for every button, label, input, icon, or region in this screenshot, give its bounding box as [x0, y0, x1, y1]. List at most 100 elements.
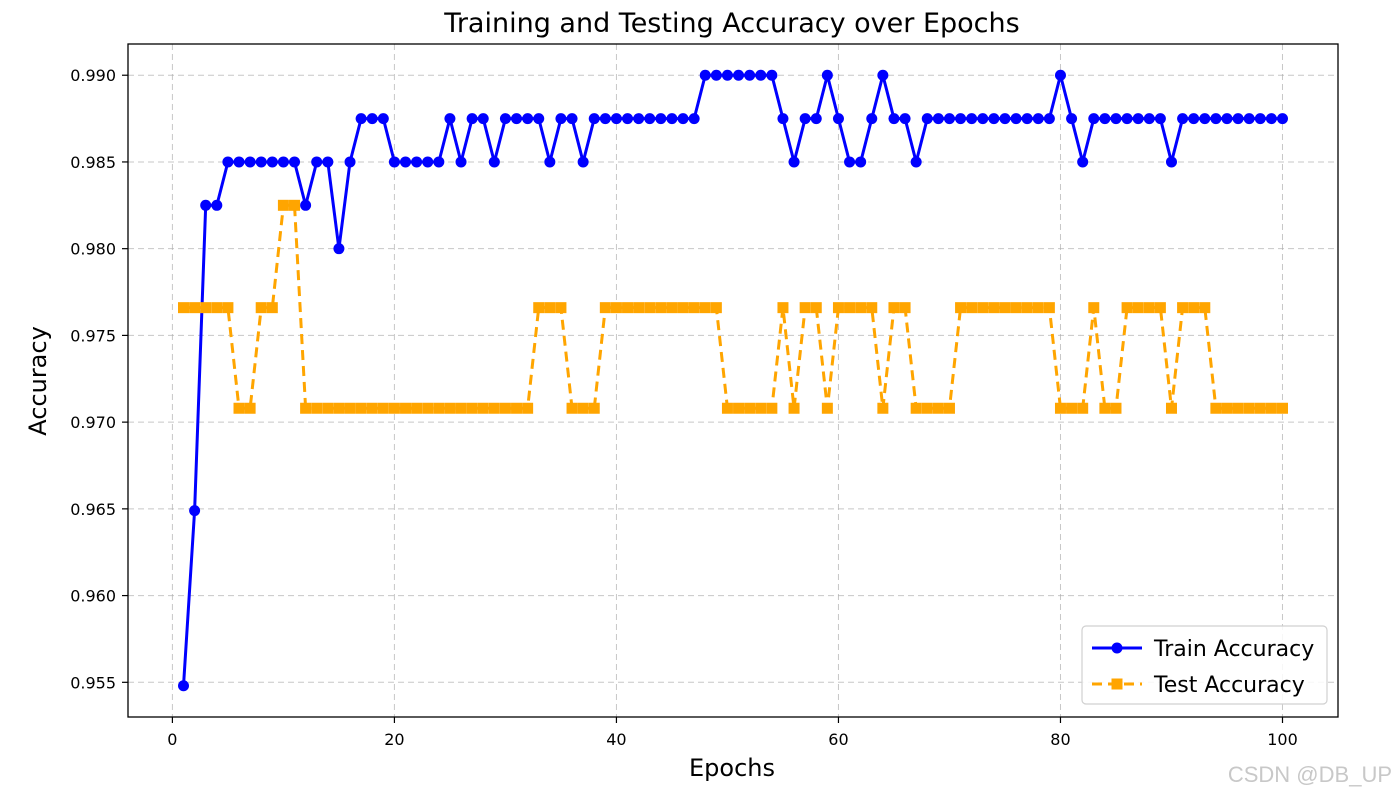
train-point — [899, 113, 911, 125]
test-point — [633, 302, 645, 314]
test-point — [422, 402, 434, 414]
train-point — [1143, 113, 1155, 125]
test-point — [1010, 302, 1022, 314]
test-point — [233, 402, 245, 414]
test-point — [477, 402, 489, 414]
train-point — [1010, 113, 1022, 125]
train-point — [444, 113, 456, 125]
y-tick-label: 0.985 — [70, 153, 116, 172]
test-point — [799, 302, 811, 314]
train-point — [1077, 156, 1089, 168]
train-point — [455, 156, 467, 168]
train-point — [566, 113, 578, 125]
test-point — [566, 402, 578, 414]
test-point — [844, 302, 856, 314]
test-point — [1077, 402, 1089, 414]
test-point — [555, 302, 567, 314]
test-point — [1165, 402, 1177, 414]
test-point — [966, 302, 978, 314]
train-point — [233, 156, 245, 168]
train-point — [666, 113, 678, 125]
test-point — [644, 302, 656, 314]
train-point — [1121, 113, 1133, 125]
test-point — [444, 402, 456, 414]
train-point — [855, 156, 867, 168]
test-point — [1188, 302, 1200, 314]
test-point — [1021, 302, 1033, 314]
train-point — [877, 69, 889, 81]
test-point — [488, 402, 500, 414]
y-tick-label: 0.960 — [70, 587, 116, 606]
test-point — [244, 402, 256, 414]
test-point — [855, 302, 867, 314]
test-point — [522, 402, 534, 414]
train-point — [388, 156, 400, 168]
train-point — [1232, 113, 1244, 125]
x-tick-label: 60 — [828, 730, 848, 749]
test-point — [1043, 302, 1055, 314]
train-point — [810, 113, 822, 125]
test-point — [266, 302, 278, 314]
y-tick-label: 0.970 — [70, 413, 116, 432]
test-point — [1032, 302, 1044, 314]
test-point — [588, 402, 600, 414]
train-point — [755, 69, 767, 81]
test-point — [932, 402, 944, 414]
train-point — [577, 156, 589, 168]
test-point — [899, 302, 911, 314]
train-point — [211, 199, 223, 211]
test-point — [977, 302, 989, 314]
test-point — [832, 302, 844, 314]
tick-layer: 0 20 40 60 80 100 0.955 0.960 0.965 0.970 0.975 0.9… — [70, 66, 1298, 749]
train-point — [466, 113, 478, 125]
test-point — [200, 302, 212, 314]
test-point — [344, 402, 356, 414]
train-point — [999, 113, 1011, 125]
watermark-text: CSDN @DB_UP — [1227, 762, 1392, 787]
train-point — [422, 156, 434, 168]
train-point — [433, 156, 445, 168]
train-point — [710, 69, 722, 81]
train-point — [599, 113, 611, 125]
train-point — [655, 113, 667, 125]
test-point — [1054, 402, 1066, 414]
test-point — [777, 302, 789, 314]
test-point — [1154, 302, 1166, 314]
train-point — [411, 156, 423, 168]
test-point — [610, 302, 622, 314]
test-point — [366, 402, 378, 414]
train-point — [1021, 113, 1033, 125]
test-point — [511, 402, 523, 414]
train-point — [311, 156, 323, 168]
train-point — [1110, 113, 1122, 125]
train-point — [977, 113, 989, 125]
train-point — [1276, 113, 1288, 125]
train-point — [178, 680, 190, 692]
train-point — [222, 156, 234, 168]
train-point — [677, 113, 689, 125]
train-point — [477, 113, 489, 125]
test-point — [699, 302, 711, 314]
x-tick-label: 20 — [384, 730, 404, 749]
train-point — [988, 113, 1000, 125]
train-point — [932, 113, 944, 125]
y-tick-label: 0.980 — [70, 240, 116, 259]
train-point — [1154, 113, 1166, 125]
test-point — [1199, 302, 1211, 314]
train-point — [1199, 113, 1211, 125]
train-point — [1032, 113, 1044, 125]
y-axis-label: Accuracy — [24, 326, 52, 436]
train-point — [544, 156, 556, 168]
train-point — [588, 113, 600, 125]
train-point — [488, 156, 500, 168]
test-point — [733, 402, 745, 414]
test-point — [1132, 302, 1144, 314]
train-point — [832, 113, 844, 125]
train-point — [1099, 113, 1111, 125]
test-point — [1210, 402, 1222, 414]
test-point — [277, 199, 289, 211]
train-point — [277, 156, 289, 168]
test-point — [821, 402, 833, 414]
train-point — [777, 113, 789, 125]
train-point — [522, 113, 534, 125]
